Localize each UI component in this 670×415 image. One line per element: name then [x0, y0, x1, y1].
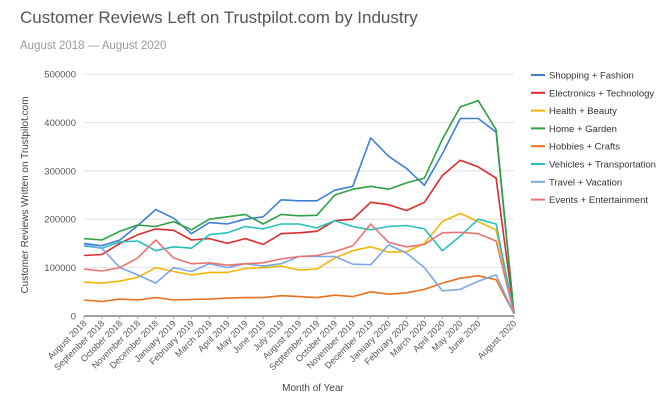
legend-label: Events + Entertainment: [549, 195, 648, 206]
series-lines: [83, 99, 515, 314]
series-line-travel-vacation: [83, 243, 515, 314]
x-tick-label: August 2020: [476, 318, 519, 361]
legend-label: Electronics + Technology: [549, 88, 654, 99]
series-line-vehicles-transportation: [83, 218, 515, 314]
legend-label: Travel + Vacation: [549, 177, 622, 188]
legend-label: Home + Garden: [549, 124, 617, 135]
y-axis-ticks: 0 100000 200000 300000 400000 500000: [44, 70, 76, 323]
legend-label: Vehicles + Transportation: [549, 160, 656, 171]
y-tick-label: 400000: [44, 118, 76, 129]
chart-subtitle: August 2018 — August 2020: [20, 40, 167, 52]
legend: Shopping + Fashion Electronics + Technolo…: [531, 71, 656, 206]
series-line-shopping-fashion: [83, 117, 515, 314]
y-tick-label: 500000: [44, 70, 76, 81]
y-axis-label: Customer Reviews Written on Trustpilot.c…: [20, 96, 31, 293]
y-tick-label: 100000: [44, 263, 76, 274]
legend-label: Health + Beauty: [549, 106, 617, 117]
series-line-electronics-technology: [83, 159, 515, 314]
y-tick-label: 200000: [44, 215, 76, 226]
series-line-health-beauty: [83, 212, 515, 314]
series-line-events-entertainment: [83, 223, 515, 314]
x-axis-label: Month of Year: [282, 383, 344, 394]
legend-label: Hobbies + Crafts: [549, 142, 620, 153]
y-tick-label: 300000: [44, 166, 76, 177]
series-line-home-garden: [83, 99, 515, 314]
legend-label: Shopping + Fashion: [549, 71, 634, 82]
y-tick-label: 0: [71, 312, 76, 323]
series-line-hobbies-crafts: [83, 274, 515, 314]
chart-title: Customer Reviews Left on Trustpilot.com …: [20, 8, 418, 27]
